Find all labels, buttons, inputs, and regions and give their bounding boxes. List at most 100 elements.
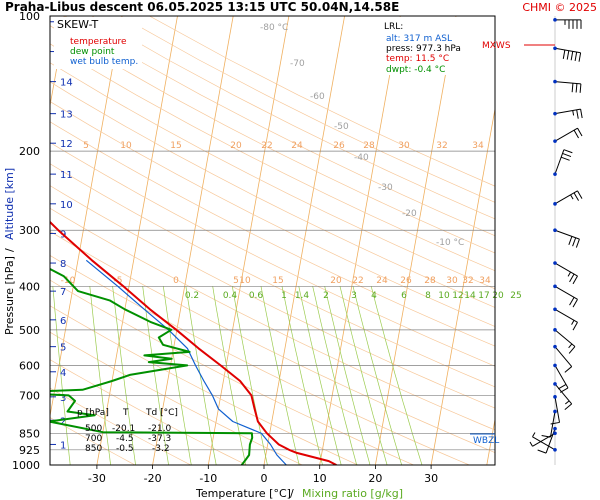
wind-barb — [553, 46, 582, 62]
wind-barb-flag — [577, 190, 583, 199]
wind-barb-base — [553, 261, 557, 265]
table-cell: -20.1 — [112, 424, 135, 434]
dewpoint-line — [50, 267, 254, 465]
wind-barb-flag — [580, 109, 583, 119]
x-tick-label: 0 — [261, 472, 268, 485]
y-tick-label: 850 — [19, 427, 40, 440]
y-tick-label: 700 — [19, 389, 40, 402]
legend-box — [54, 17, 142, 69]
dry-adiabat — [91, 16, 495, 220]
mixing-scale-label: 24 — [376, 276, 388, 286]
wind-barb-staff — [532, 436, 556, 451]
y-tick-label: 400 — [19, 280, 40, 293]
wind-barb-flag — [569, 297, 575, 306]
dry-adiabat — [50, 121, 495, 347]
wetbulb-line — [85, 259, 287, 465]
wind-barb-flag — [537, 449, 547, 454]
isotherm-label: -70 — [290, 59, 305, 69]
mixing-ratio-label: 2 — [323, 291, 329, 301]
x-tick-label: 10 — [313, 472, 327, 485]
x-tick-label: -10 — [199, 472, 217, 485]
wind-barb — [553, 363, 569, 393]
mixing-scale-label: 30 — [446, 276, 458, 286]
altitude-tick-label: 8 — [60, 259, 66, 270]
mixing-ratio-label: 3 — [351, 291, 357, 301]
mixing-scale-label: 34 — [479, 276, 491, 286]
x-axis: -30 -20 -10 0 10 20 30 — [88, 465, 438, 485]
wind-barb-staff — [532, 432, 556, 447]
legend-wet-bulb: wet bulb temp. — [70, 57, 138, 67]
wind-barb — [553, 284, 578, 308]
mixing-scale-label: 30 — [398, 141, 410, 151]
wind-barb-base — [553, 202, 557, 206]
x-tick-label: 30 — [424, 472, 438, 485]
altitude-tick-label: 2 — [60, 416, 66, 427]
x-tick-label: -30 — [88, 472, 106, 485]
mixing-ratio-label: 25 — [510, 291, 521, 301]
plot-frame — [49, 15, 496, 466]
mixing-ratio-label: 20 — [492, 291, 504, 301]
wind-barb-flag — [566, 50, 570, 60]
mixing-scale-label: 24 — [291, 141, 303, 151]
mixing-scale-label: 28 — [424, 276, 436, 286]
wind-barb — [553, 382, 573, 411]
wind-barb-half-flag — [532, 432, 536, 438]
table-cell: 700 — [85, 434, 102, 444]
wind-barb-base — [553, 426, 557, 431]
wind-barb — [553, 127, 583, 143]
wind-barb-base — [553, 447, 557, 452]
mixing-scale-label: 10 — [239, 276, 251, 286]
mixing-ratio-label: 17 — [478, 291, 489, 301]
y-tick-label: 600 — [19, 359, 40, 372]
mixing-ratio-label: 10 — [438, 291, 450, 301]
wind-barb-base — [553, 111, 557, 116]
wind-barb — [553, 79, 582, 93]
wind-barb — [553, 108, 583, 119]
wind-barb-base — [553, 328, 557, 332]
legend-title: SKEW-T — [57, 18, 99, 31]
wind-barb-base — [553, 18, 557, 22]
altitude-tick-label: 5 — [60, 343, 66, 354]
mixing-scale-label: 26 — [400, 276, 412, 286]
isotherm-label: -30 — [378, 183, 393, 193]
isotherm-label: -10 °C — [436, 238, 464, 248]
wind-barb-flag — [572, 275, 578, 285]
mixing-ratio-label: 0.4 — [223, 291, 238, 301]
isotherm-label: -40 — [354, 153, 369, 163]
wind-barb-base — [553, 228, 557, 233]
mixing-scale-label: 26 — [333, 141, 345, 151]
grid-labels: -80 °C-70-60-50-40-30-20-10 °C5 10 15 20 22 2… — [61, 23, 522, 301]
lrl-dwpt: dwpt: -0.4 °C — [386, 65, 445, 75]
wind-barb-flag — [557, 384, 567, 390]
isotherm-label: -20 — [402, 209, 417, 219]
wind-barb-half-flag — [570, 194, 574, 200]
wind-barb-half-flag — [571, 320, 575, 325]
temperature-line — [50, 220, 337, 465]
wind-barb-flag — [572, 237, 577, 247]
isotherm-line — [207, 16, 290, 465]
altitude-tick-label: 3 — [60, 393, 66, 404]
wind-barb-staff — [554, 285, 578, 300]
wind-barb — [553, 344, 573, 373]
wind-barbs — [529, 16, 583, 465]
mixing-scale-label: 0 — [173, 276, 179, 286]
wind-barb-base — [553, 382, 557, 386]
x-axis-title: Temperature [°C] — [195, 487, 291, 500]
isotherm-line — [263, 16, 345, 465]
wind-barb-flag — [568, 346, 576, 354]
wind-barb-flag — [575, 238, 580, 248]
table-cell: 500 — [85, 424, 102, 434]
table-cell: -37.3 — [148, 434, 171, 444]
dry-adiabat — [50, 81, 495, 308]
isotherm-line — [319, 16, 401, 465]
wind-barb-flag — [563, 149, 573, 154]
lrl-box — [383, 17, 483, 75]
lrl-temp: temp: 11.5 °C — [386, 54, 449, 64]
wind-barb — [553, 261, 578, 285]
wind-barb-staff — [554, 346, 573, 367]
x-axis-separator: / — [290, 487, 294, 500]
wind-barb-flag — [550, 421, 560, 425]
dry-adiabat — [50, 43, 495, 272]
y-axis-separator: / — [3, 248, 16, 252]
